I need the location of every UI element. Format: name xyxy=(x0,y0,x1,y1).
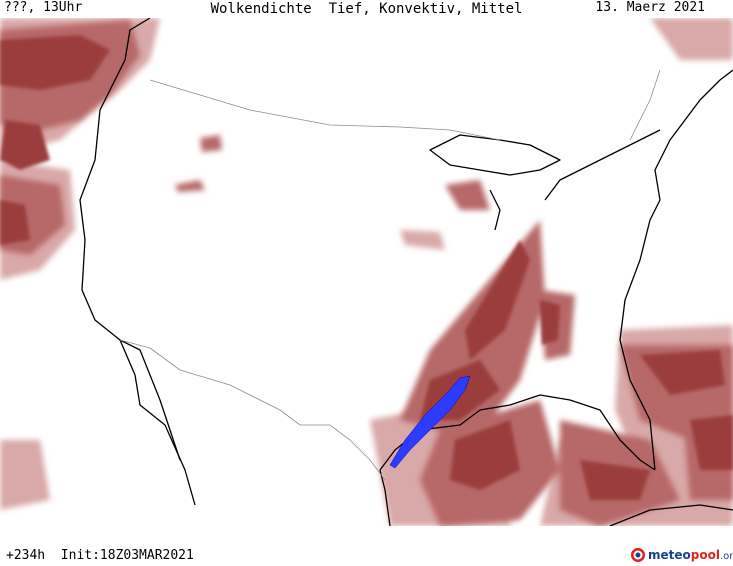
cloud-layer-dark xyxy=(0,35,733,500)
meteopool-logo[interactable]: meteopool.org xyxy=(630,546,733,564)
globe-icon xyxy=(631,548,645,562)
run-hour-label: ???, 13Uhr xyxy=(4,0,83,15)
map-title: Wolkendichte Tief, Konvektiv, Mittel xyxy=(210,1,523,17)
logo-text-part3: .org xyxy=(719,551,733,562)
valid-date-label: 13. Maerz 2021 xyxy=(595,0,705,15)
cloud-density-map xyxy=(0,18,733,526)
coastline xyxy=(79,18,733,526)
convective-band xyxy=(389,375,471,469)
init-time-label: +234h Init:18Z03MAR2021 xyxy=(6,548,194,563)
borders xyxy=(119,69,661,481)
logo-text-part2: pool xyxy=(690,548,720,562)
logo-text: meteopool.org xyxy=(648,548,733,562)
logo-text-part1: meteo xyxy=(648,548,691,562)
